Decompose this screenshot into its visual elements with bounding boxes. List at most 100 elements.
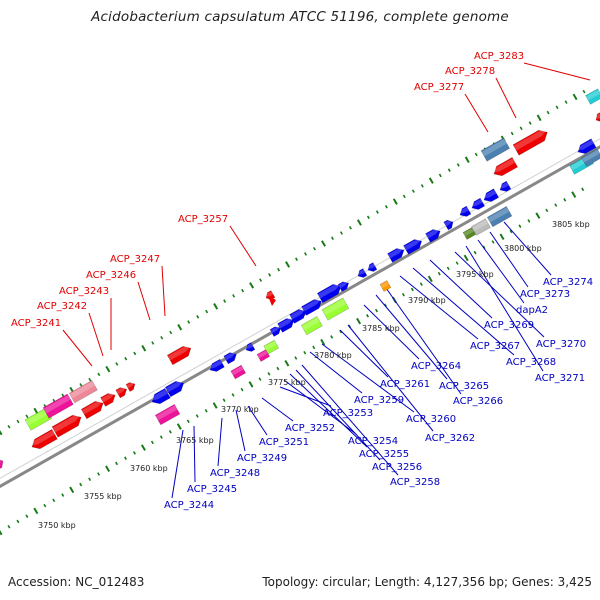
outer-tick-mark	[321, 240, 326, 247]
kbp-tick-label: 3805 kbp	[552, 220, 590, 229]
label-acp-3244: ACP_3244	[164, 500, 214, 511]
leader-line	[161, 265, 166, 317]
leader-line	[88, 312, 104, 357]
leader-line	[347, 324, 434, 432]
map-title: Acidobacterium capsulatum ATCC 51196, co…	[91, 9, 509, 25]
inner-tick-mark	[499, 233, 505, 241]
gene-feature	[245, 342, 256, 352]
outer-tick-mark	[124, 356, 128, 361]
leader-line	[385, 287, 462, 395]
gene-feature	[31, 429, 58, 450]
outer-tick-mark	[536, 114, 542, 122]
outer-tick-mark	[79, 383, 83, 387]
gene-feature	[263, 339, 280, 355]
gene-feature	[321, 297, 350, 321]
leader-line	[503, 221, 552, 276]
outer-tick-mark	[582, 89, 586, 94]
inner-tick-mark	[159, 435, 163, 439]
leader-line	[261, 397, 294, 422]
leader-line	[375, 294, 448, 380]
gene-feature	[24, 407, 53, 431]
outer-tick-mark	[97, 372, 101, 377]
leader-line	[523, 62, 591, 81]
label-acp-3256: ACP_3256	[372, 462, 422, 473]
label-acp-3274: ACP_3274	[543, 277, 593, 288]
gene-feature	[154, 403, 181, 426]
gene-feature	[512, 129, 548, 156]
inner-tick-mark	[455, 261, 459, 265]
inner-tick-mark	[563, 198, 567, 202]
accession-text: Accession: NC_012483	[8, 575, 145, 589]
gene-feature	[230, 364, 247, 380]
outer-tick-mark	[259, 278, 263, 282]
outer-tick-mark	[555, 105, 559, 110]
inner-tick-mark	[150, 440, 154, 445]
gene-feature	[151, 387, 171, 405]
outer-tick-mark	[456, 163, 460, 167]
gene-feature	[269, 326, 282, 337]
gene-feature	[42, 393, 74, 419]
inner-tick-mark	[212, 402, 218, 409]
leader-line	[137, 281, 151, 321]
label-acp-3243: ACP_3243	[59, 286, 109, 297]
inner-tick-mark	[330, 335, 334, 339]
gene-feature	[115, 387, 128, 399]
gene-feature	[316, 284, 342, 304]
outer-tick-mark	[428, 177, 434, 184]
kbp-tick-label: 3760 kbp	[130, 464, 168, 473]
label-acp-3283: ACP_3283	[474, 51, 524, 62]
leader-line	[309, 351, 363, 394]
gene-feature	[486, 205, 513, 228]
label-acp-3258: ACP_3258	[390, 477, 440, 488]
outer-tick-mark	[169, 330, 173, 335]
outer-tick-mark	[546, 110, 550, 115]
label-acp-3260: ACP_3260	[406, 414, 456, 425]
gene-feature	[166, 346, 192, 366]
outer-tick-mark	[564, 100, 568, 104]
label-dapa2: dapA2	[516, 305, 548, 316]
inner-tick-mark	[105, 465, 111, 472]
outer-tick-mark	[151, 341, 155, 345]
gene-feature	[0, 458, 4, 470]
leader-line	[464, 93, 489, 133]
gene-feature	[585, 88, 600, 105]
leader-line	[495, 77, 517, 119]
inner-tick-mark	[366, 314, 370, 318]
label-acp-3245: ACP_3245	[187, 484, 237, 495]
inner-tick-mark	[0, 530, 3, 536]
inner-tick-mark	[132, 451, 136, 455]
outer-tick-mark	[330, 236, 334, 241]
gene-feature	[493, 156, 519, 177]
inner-tick-mark	[401, 292, 405, 297]
label-acp-3254: ACP_3254	[348, 436, 398, 447]
inner-tick-mark	[419, 282, 423, 286]
gene-feature	[277, 318, 295, 333]
inner-tick-mark	[195, 414, 199, 418]
kbp-tick-label: 3790 kbp	[408, 296, 446, 305]
inner-tick-mark	[97, 472, 101, 476]
inner-tick-mark	[410, 287, 414, 292]
label-acp-3255: ACP_3255	[359, 449, 409, 460]
leader-line	[454, 251, 545, 338]
label-acp-3264: ACP_3264	[411, 361, 461, 372]
inner-tick-mark	[258, 377, 262, 381]
gene-feature	[483, 188, 500, 202]
inner-tick-mark	[25, 514, 29, 518]
outer-tick-mark	[133, 351, 137, 356]
leader-line	[295, 369, 381, 461]
outer-tick-mark	[205, 309, 209, 314]
outer-tick-mark	[375, 210, 379, 214]
leader-line	[193, 425, 196, 483]
leader-line	[399, 275, 479, 340]
outer-tick-mark	[7, 424, 11, 429]
gene-feature	[459, 205, 472, 217]
outer-tick-mark	[105, 365, 111, 373]
label-acp-3262: ACP_3262	[425, 433, 475, 444]
gene-feature	[499, 180, 512, 192]
inner-tick-mark	[69, 486, 75, 494]
inner-tick-mark	[267, 372, 271, 376]
outer-tick-mark	[312, 246, 316, 251]
outer-tick-mark	[196, 315, 200, 319]
gene-feature	[595, 111, 600, 123]
